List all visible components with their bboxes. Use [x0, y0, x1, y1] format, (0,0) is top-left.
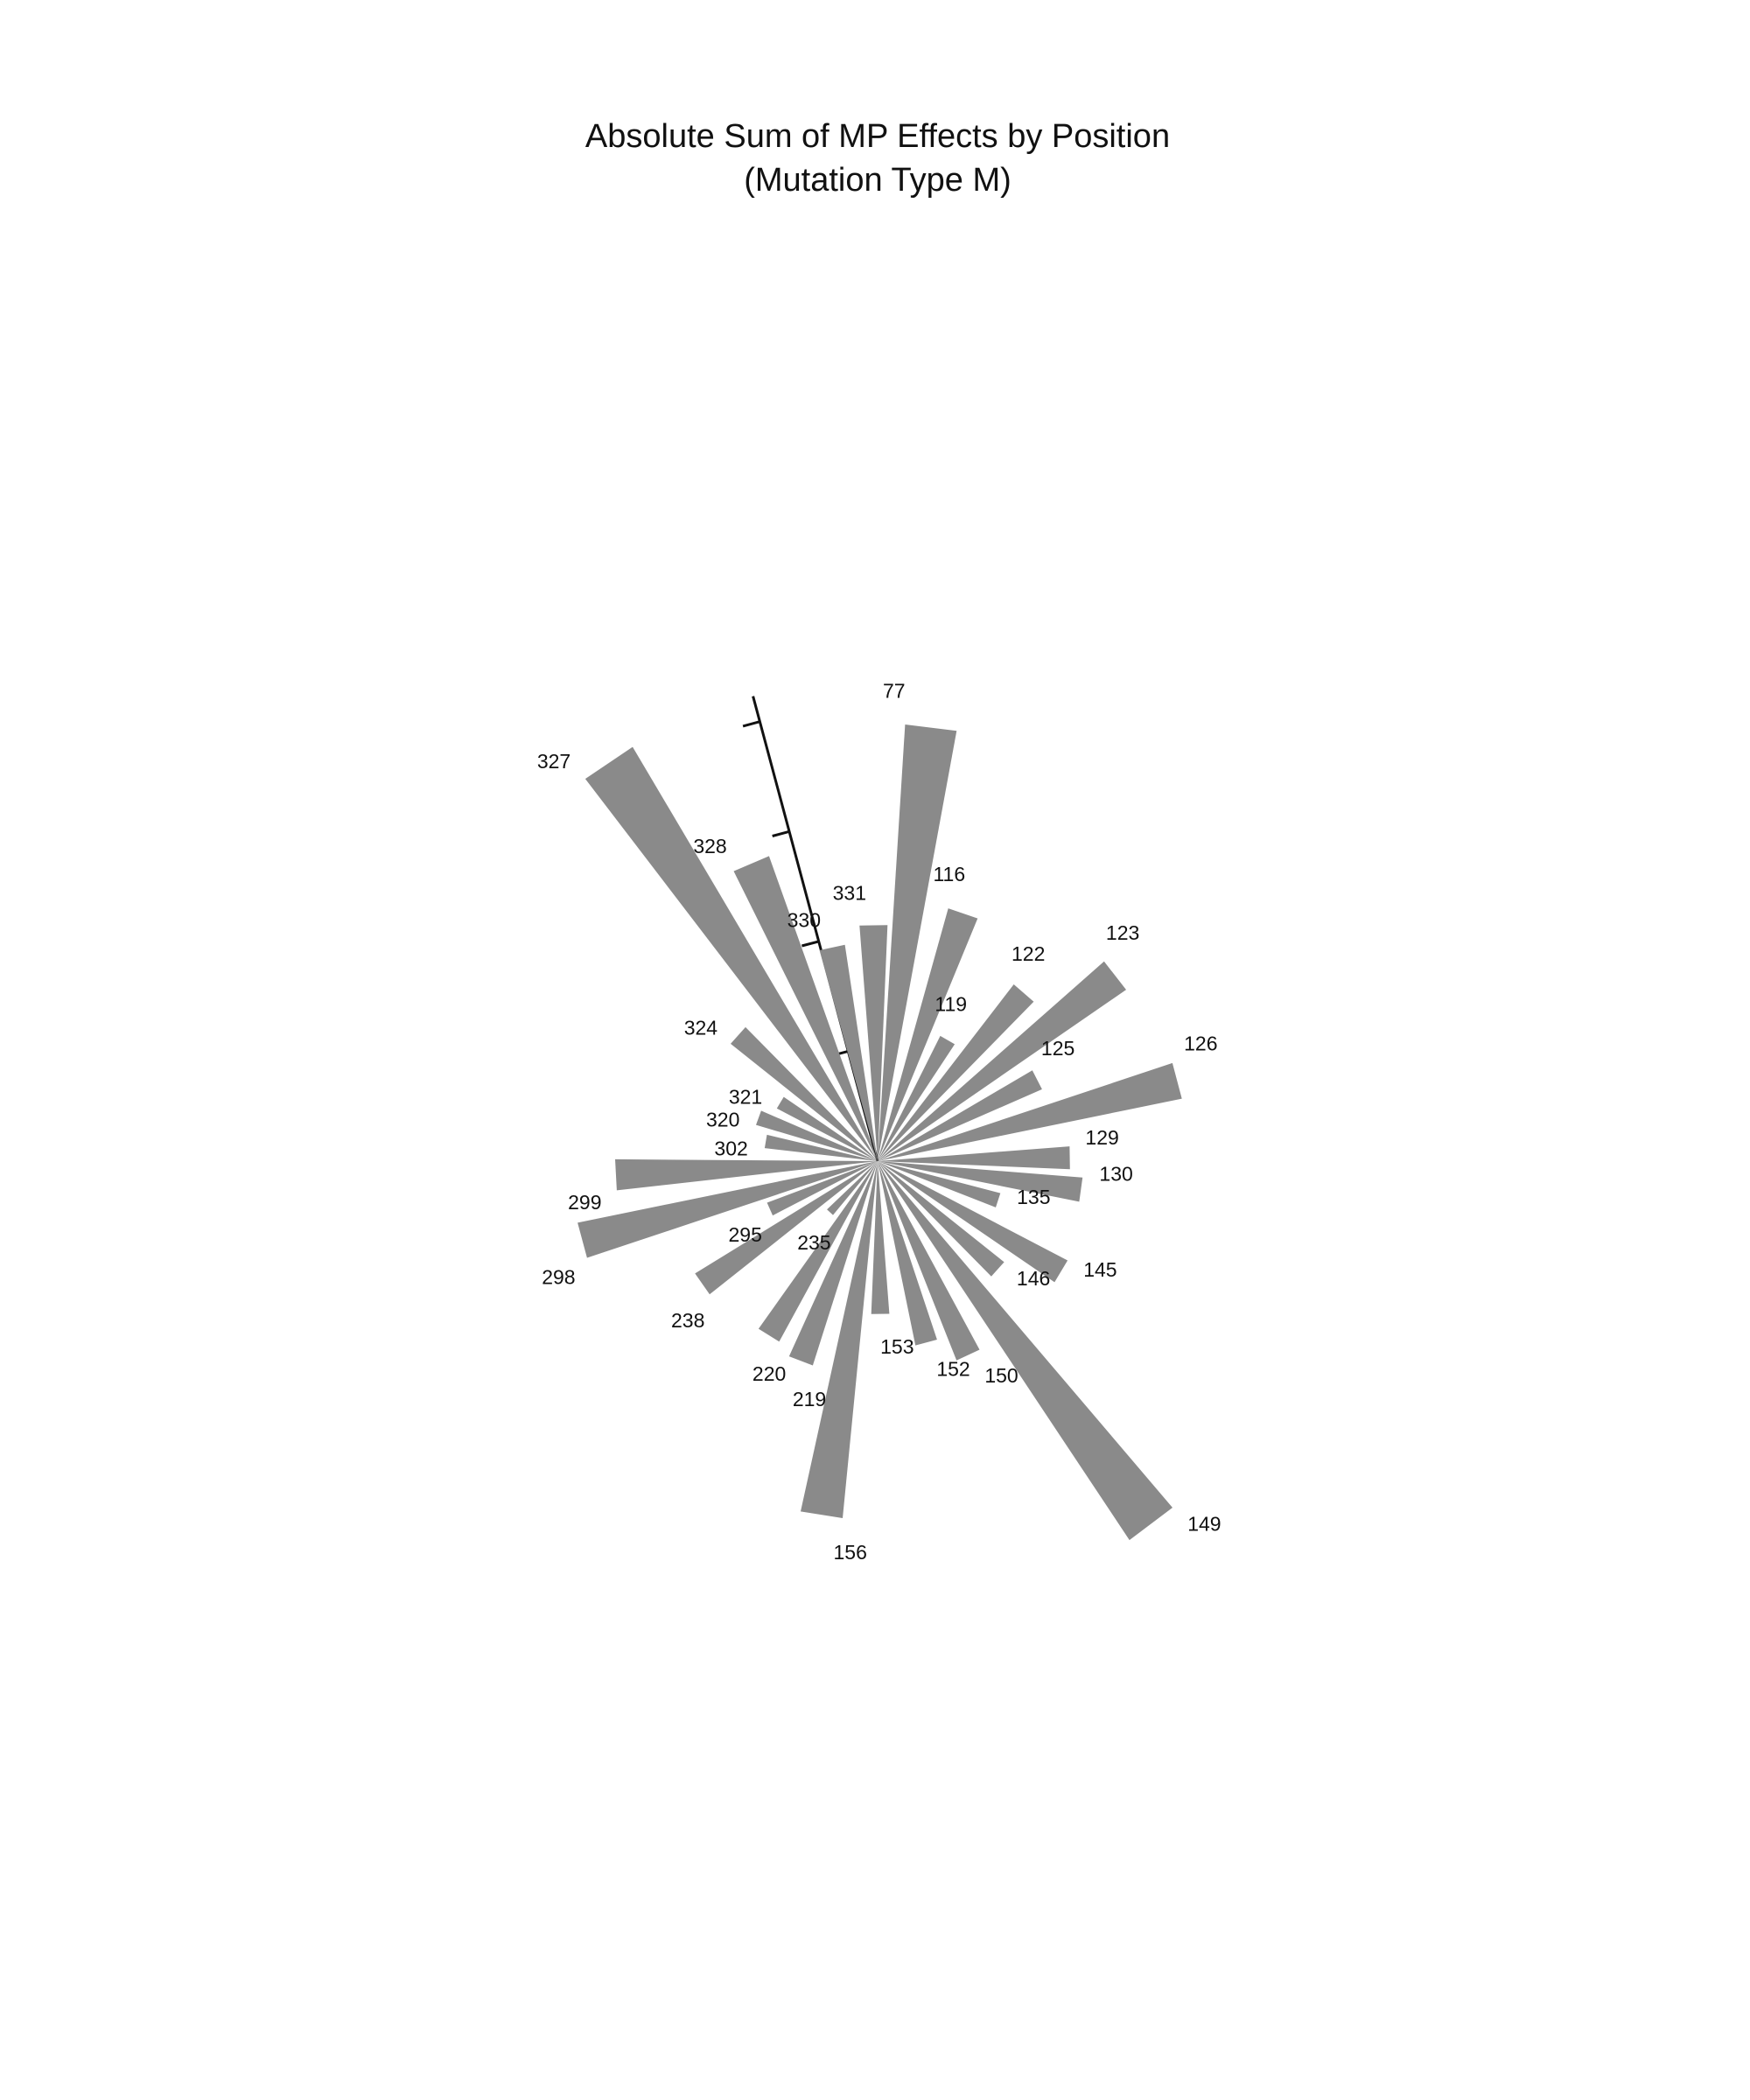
- bar-position-330: [819, 944, 878, 1161]
- label-position-324: 324: [684, 1017, 718, 1040]
- bar-position-153: [871, 1161, 890, 1314]
- label-position-238: 238: [671, 1309, 704, 1332]
- label-position-150: 150: [984, 1364, 1018, 1387]
- bar-position-321: [776, 1096, 878, 1161]
- bar-position-122: [878, 984, 1034, 1161]
- label-position-122: 122: [1012, 942, 1045, 965]
- label-position-116: 116: [933, 863, 965, 886]
- bar-position-149: [878, 1161, 1172, 1541]
- label-position-135: 135: [1017, 1186, 1050, 1208]
- bar-position-298: [578, 1161, 878, 1258]
- label-position-145: 145: [1083, 1258, 1116, 1281]
- bars-layer: [578, 724, 1182, 1541]
- bar-position-320: [756, 1110, 878, 1161]
- label-position-156: 156: [834, 1541, 867, 1564]
- bar-position-238: [695, 1161, 878, 1295]
- label-position-328: 328: [693, 835, 726, 858]
- bar-position-146: [878, 1161, 1004, 1277]
- chart-title-line-1: Absolute Sum of MP Effects by Position: [585, 118, 1170, 155]
- bar-position-295: [766, 1161, 878, 1216]
- label-position-330: 330: [788, 909, 821, 932]
- label-position-119: 119: [934, 993, 967, 1016]
- radial-axis-tick-2: [772, 830, 790, 837]
- label-position-129: 129: [1085, 1126, 1118, 1149]
- bar-position-156: [801, 1161, 878, 1518]
- label-position-320: 320: [706, 1109, 739, 1131]
- label-position-153: 153: [880, 1335, 914, 1358]
- label-position-77: 77: [883, 679, 906, 702]
- bar-position-324: [731, 1026, 878, 1161]
- position-labels: 77 116 119 122 123 125 126 129 130 135 145 146 149 15…: [537, 679, 1222, 1564]
- chart-title-line-2: (Mutation Type M): [744, 162, 1012, 199]
- label-position-130: 130: [1099, 1162, 1132, 1185]
- label-position-219: 219: [793, 1388, 826, 1410]
- label-position-299: 299: [568, 1191, 601, 1214]
- bar-position-220: [758, 1161, 878, 1342]
- bar-position-328: [733, 856, 878, 1161]
- bar-position-116: [878, 908, 978, 1161]
- label-position-298: 298: [542, 1266, 575, 1289]
- bar-position-135: [878, 1161, 1001, 1208]
- bar-position-299: [615, 1158, 878, 1191]
- label-position-125: 125: [1041, 1037, 1074, 1060]
- bar-position-77: [878, 724, 957, 1161]
- bar-position-119: [878, 1035, 956, 1161]
- label-position-302: 302: [714, 1137, 747, 1159]
- label-position-149: 149: [1187, 1513, 1221, 1536]
- label-position-220: 220: [752, 1362, 786, 1385]
- bar-position-331: [859, 925, 888, 1161]
- bar-position-126: [878, 1062, 1182, 1161]
- radial-axis-tick-3: [742, 720, 760, 728]
- bar-position-125: [878, 1070, 1042, 1161]
- bar-position-129: [878, 1146, 1070, 1170]
- label-position-321: 321: [729, 1085, 762, 1108]
- label-position-146: 146: [1017, 1267, 1050, 1290]
- label-position-123: 123: [1106, 921, 1139, 944]
- label-position-331: 331: [833, 882, 866, 905]
- bar-position-327: [584, 746, 878, 1161]
- bar-position-219: [788, 1161, 878, 1366]
- label-position-152: 152: [936, 1358, 970, 1381]
- bar-position-152: [878, 1161, 937, 1346]
- label-position-126: 126: [1184, 1032, 1217, 1055]
- label-position-235: 235: [797, 1231, 830, 1254]
- label-position-295: 295: [729, 1223, 762, 1246]
- bar-position-130: [878, 1161, 1083, 1202]
- bar-position-302: [764, 1134, 878, 1161]
- label-position-327: 327: [537, 750, 570, 773]
- bar-position-235: [827, 1161, 878, 1215]
- bar-position-145: [878, 1161, 1068, 1283]
- bar-position-150: [878, 1161, 980, 1361]
- bar-position-123: [878, 961, 1126, 1161]
- radial-axis-tick-1: [802, 940, 820, 948]
